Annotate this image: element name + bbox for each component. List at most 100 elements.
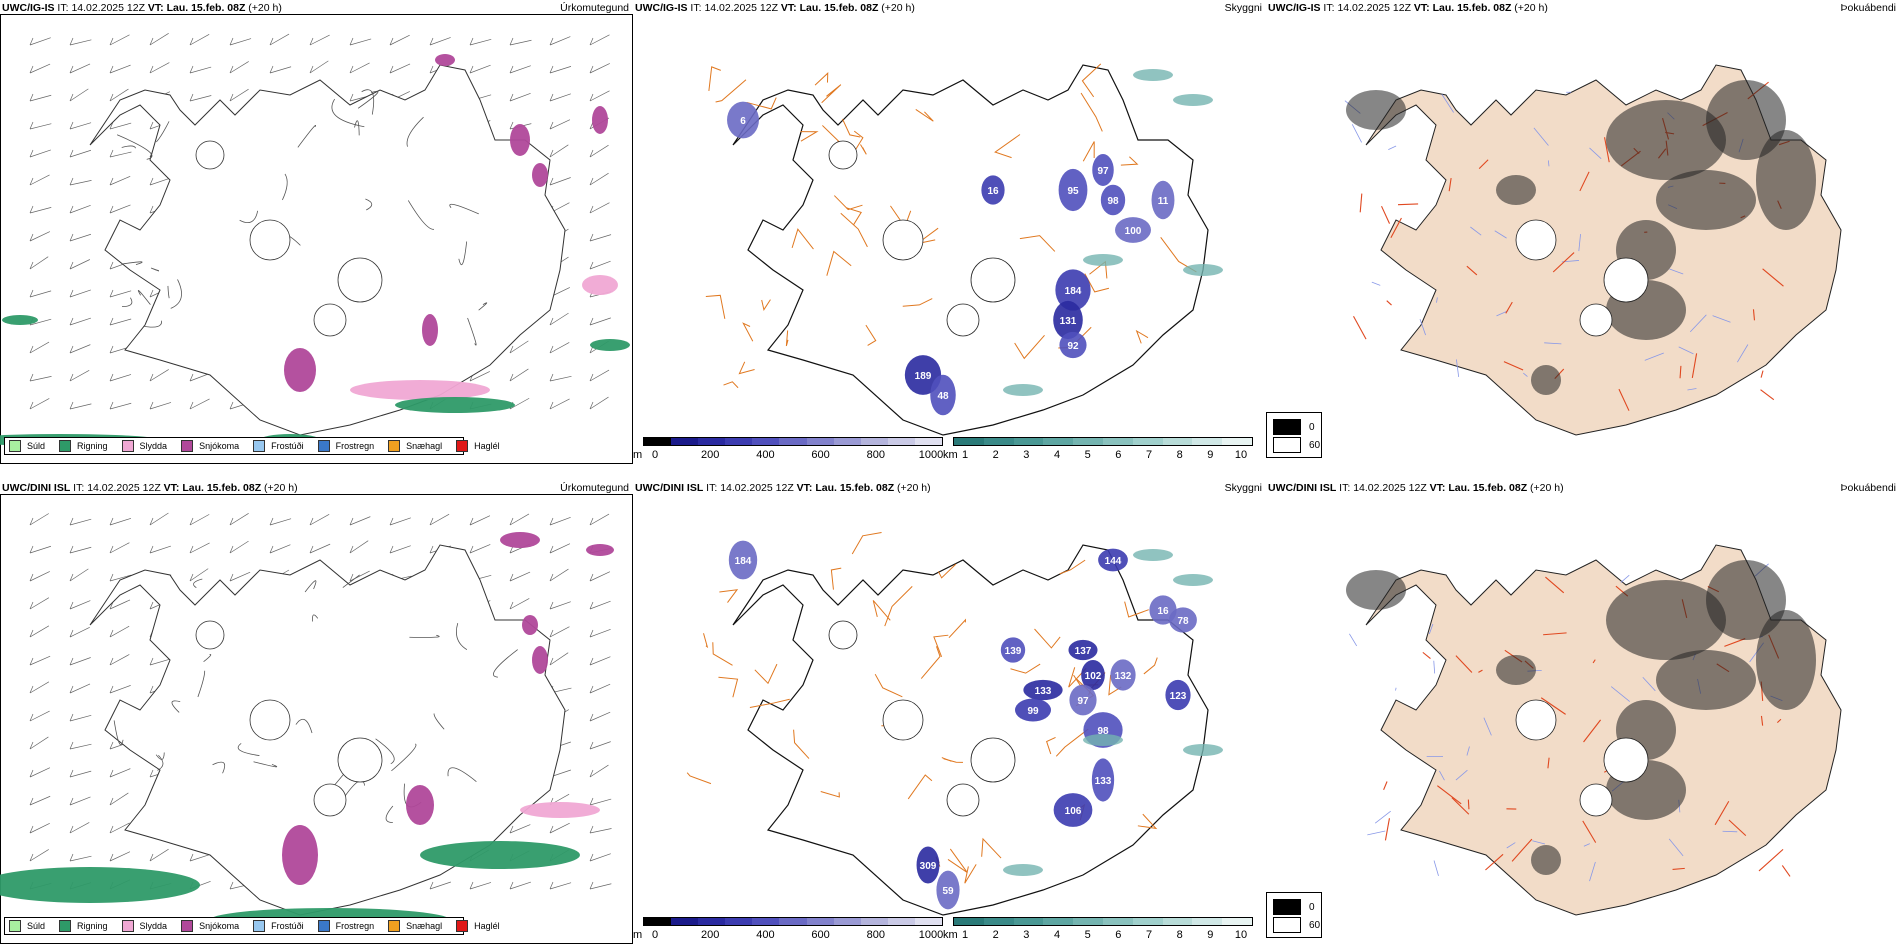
cloudbase-value-label: 92 xyxy=(1067,341,1079,352)
wind-barb-flag xyxy=(149,205,154,214)
river-line xyxy=(1712,315,1731,323)
wind-barb xyxy=(109,290,132,298)
river-line xyxy=(239,210,259,223)
road-line xyxy=(1543,632,1567,636)
glacier-outline xyxy=(1603,257,1649,303)
cloudbase-value-label: 123 xyxy=(1170,691,1187,702)
wind-barb-flag xyxy=(29,401,34,410)
cloudbase-area xyxy=(1091,758,1115,802)
wind-barb-flag xyxy=(589,797,594,806)
wind-barb xyxy=(469,38,492,46)
road-line xyxy=(686,772,712,785)
fog-map-row2 xyxy=(1346,544,1842,916)
wind-barb-flag xyxy=(269,65,274,74)
colorbar-tick: 9 xyxy=(1207,929,1214,941)
glacier-outline xyxy=(946,303,980,337)
fog-indicator-area xyxy=(1496,175,1536,205)
colorbar-cell xyxy=(983,918,1014,925)
wind-barb-flag xyxy=(589,685,594,694)
wind-barb xyxy=(509,65,531,74)
wind-barb-flag xyxy=(109,769,114,778)
legend-item: Frostúði xyxy=(253,920,304,932)
wind-barb-flag xyxy=(549,65,554,74)
colorbar-cell xyxy=(671,438,699,445)
wind-barb xyxy=(589,798,612,806)
wind-barb-flag xyxy=(549,517,554,526)
colorbar-cell xyxy=(1132,438,1163,445)
colorbar-cell xyxy=(698,438,726,445)
road-line xyxy=(1547,757,1550,769)
map-layer: 6 97 98 95 16 100 184 131 92 189 48 11 xyxy=(705,63,1223,436)
cloud-title: Skyggni xyxy=(1224,2,1262,14)
legend-item: Rigning xyxy=(59,440,108,452)
colorbar-cell xyxy=(1222,918,1252,925)
fog-indicator-area xyxy=(1656,650,1756,710)
colorbar-tick: 1000 xyxy=(918,929,944,941)
river-line xyxy=(297,125,317,148)
fog-key: 0 60 xyxy=(1266,412,1322,458)
wind-barb-flag xyxy=(549,401,554,410)
cloudbase-value-label: 189 xyxy=(915,371,932,382)
wind-barb xyxy=(29,545,52,554)
fog-header-row2: UWC/DINI ISL IT: 14.02.2025 12Z VT: Lau.… xyxy=(1268,480,1898,496)
road-line xyxy=(845,207,862,225)
fog-key-swatch xyxy=(1273,899,1301,915)
model-name: UWC/IG-IS xyxy=(2,2,55,14)
precip-header-row1: UWC/IG-IS IT: 14.02.2025 12Z VT: Lau. 15… xyxy=(2,0,631,16)
cloudbase-area xyxy=(1059,331,1087,359)
cloudbase-area xyxy=(1014,698,1052,722)
precip-legend: Súld Rigning Slydda Snjókoma Frostúði Frostre… xyxy=(4,437,500,455)
wind-barb xyxy=(549,93,571,102)
wind-barb xyxy=(549,601,571,610)
cloud-header-row2: UWC/DINI ISL IT: 14.02.2025 12Z VT: Lau.… xyxy=(635,480,1264,496)
road-line xyxy=(1081,63,1102,98)
cloudbase-colorbar: m 0 200 400 600 800 1000 xyxy=(633,437,943,467)
colorbar-cell xyxy=(954,438,984,445)
wind-barb xyxy=(109,625,130,638)
fog-key: 0 60 xyxy=(1266,892,1322,938)
colorbar-cell xyxy=(983,438,1014,445)
wind-barb-flag xyxy=(109,853,114,862)
map-layer xyxy=(0,33,630,446)
road-line xyxy=(1503,361,1524,371)
colorbar-cell xyxy=(860,438,888,445)
legend-swatch xyxy=(388,920,401,932)
wind-barb-flag xyxy=(229,881,234,890)
road-line xyxy=(703,633,709,649)
wind-barb xyxy=(589,628,611,638)
colorbar-cells xyxy=(643,917,943,926)
wind-barb xyxy=(469,544,491,554)
legend-item: Súld xyxy=(9,920,45,932)
road-line xyxy=(1108,674,1122,696)
wind-barb-flag xyxy=(149,401,154,410)
lead-time: (+20 h) xyxy=(264,482,298,494)
legend-item: Rigning xyxy=(59,920,108,932)
wind-barb xyxy=(589,711,611,722)
road-line xyxy=(820,791,840,798)
wind-barb-flag xyxy=(469,881,474,890)
wind-barb-flag xyxy=(69,853,74,862)
wind-barb xyxy=(29,655,51,666)
wind-barb-flag xyxy=(149,853,154,862)
legend-label: Rigning xyxy=(77,921,108,931)
fog-key-swatch xyxy=(1273,917,1301,933)
fog-indicator-area xyxy=(1531,845,1561,875)
river-line xyxy=(203,654,212,663)
wind-barb xyxy=(109,574,132,582)
road-line xyxy=(1381,205,1391,224)
map-layer: 184 144 16 137 102 133 139 97 99 98 132 133 106 309 59… xyxy=(686,531,1223,916)
cloud-panel-row2: 184 144 16 137 102 133 139 97 99 98 132 133 106 309 59… xyxy=(633,480,1266,950)
wind-barb-flag xyxy=(589,629,594,638)
wind-barb-flag xyxy=(229,545,234,554)
fog-indicator-area xyxy=(1606,580,1726,660)
glacier-outline xyxy=(195,140,225,170)
colorbar-tick: 5 xyxy=(1084,449,1091,461)
precip-area xyxy=(592,106,608,134)
road-line xyxy=(1059,559,1086,575)
fog-indicator-area xyxy=(1346,570,1406,610)
river-line xyxy=(1395,687,1397,691)
wind-barb-flag xyxy=(589,177,594,186)
legend-item: Slydda xyxy=(121,440,167,452)
cloudbase-area xyxy=(1023,679,1063,701)
wind-barb xyxy=(149,369,169,382)
